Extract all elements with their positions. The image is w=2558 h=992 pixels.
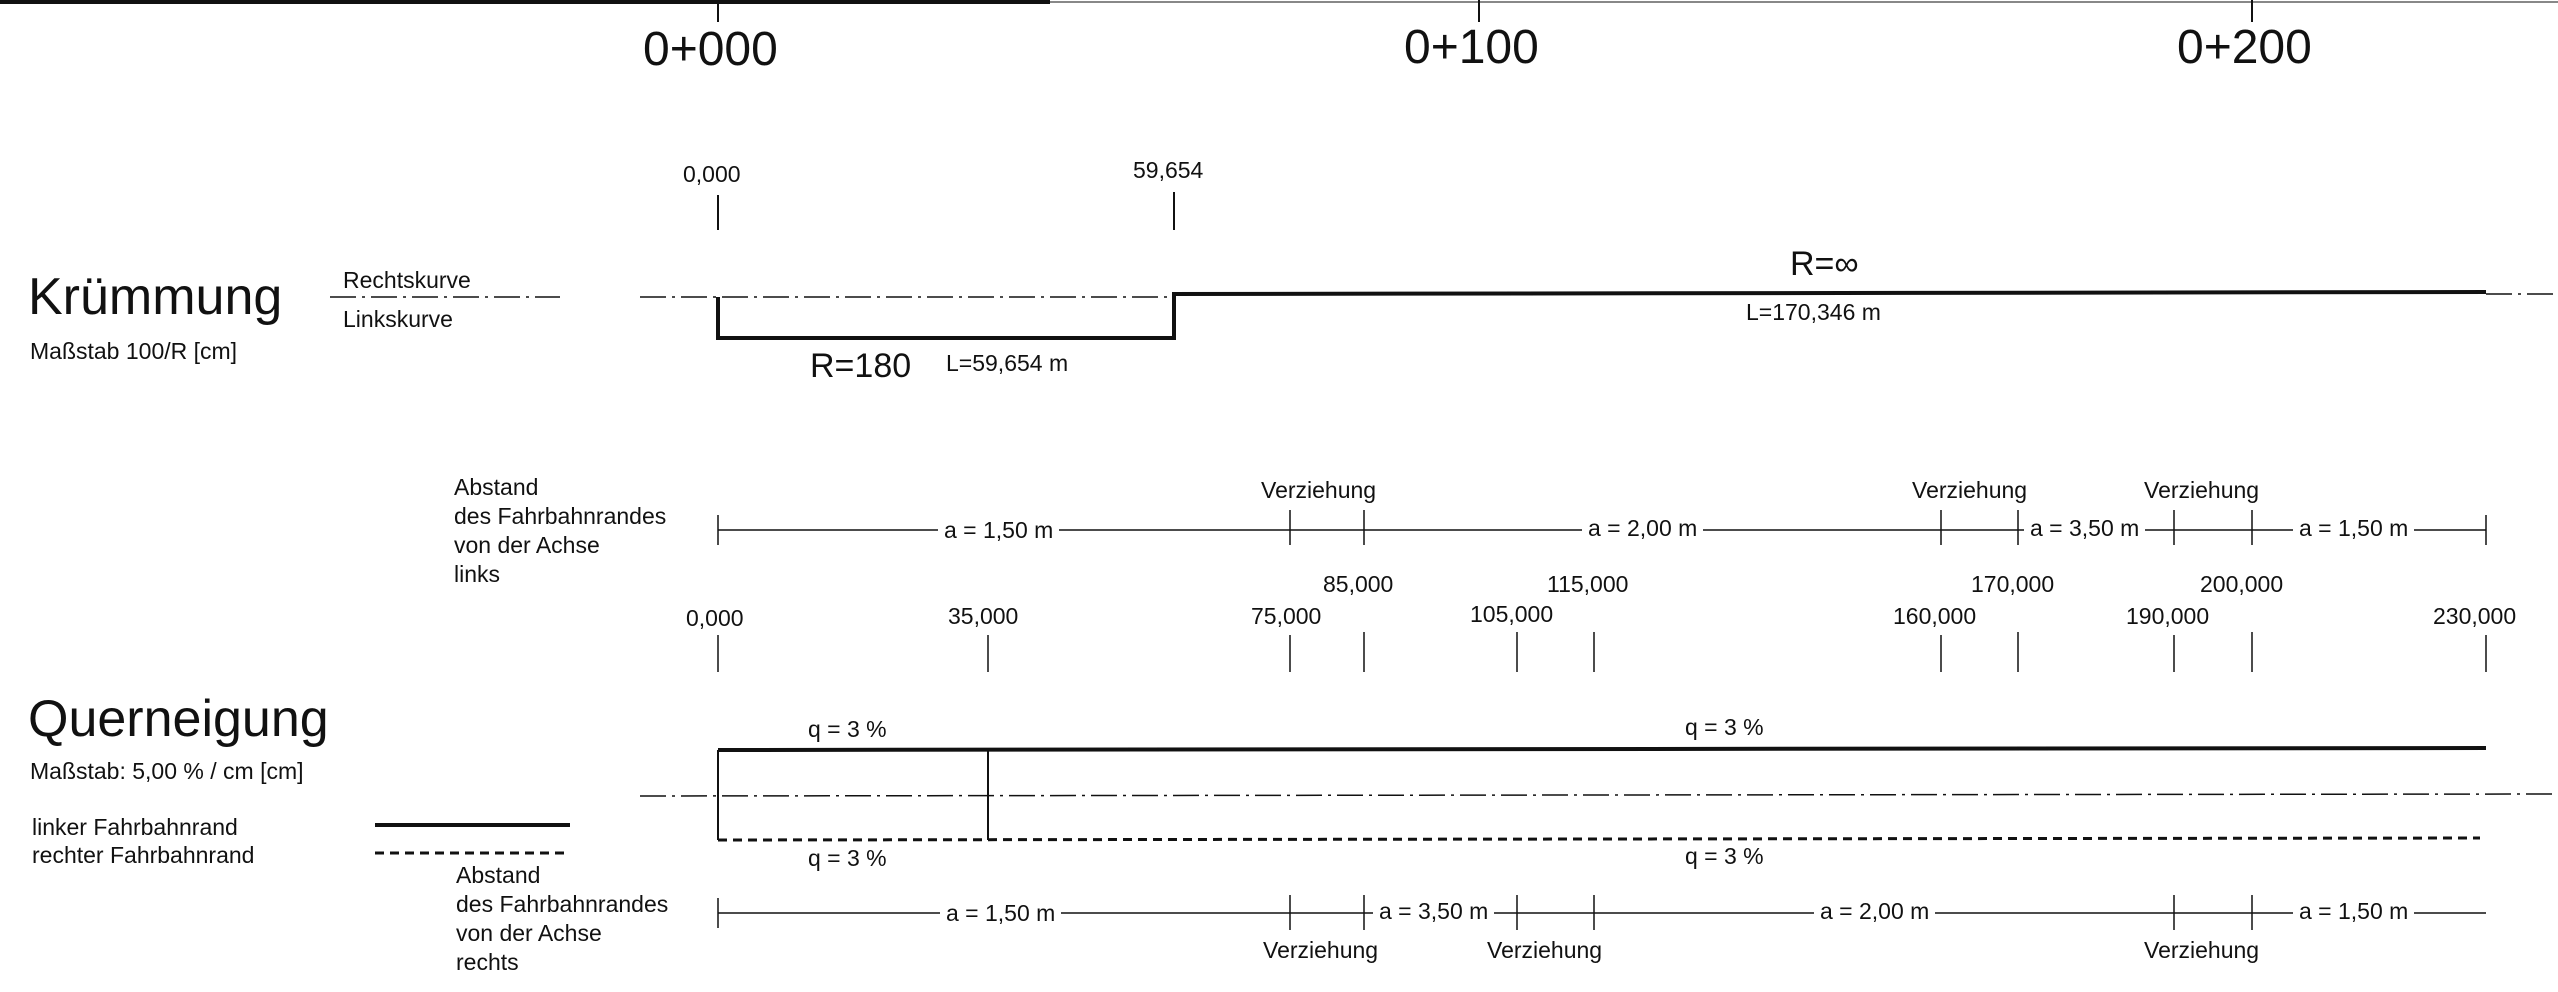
station-170000: 170,000 — [1971, 571, 2055, 597]
offset-left-seg-4: a = 1,50 m — [2293, 515, 2415, 542]
crossfall-right-edge-line — [717, 836, 2481, 842]
station-85000: 85,000 — [1323, 571, 1394, 597]
station-35000: 35,000 — [948, 603, 1019, 629]
offset-right-seg-4: a = 1,50 m — [2293, 898, 2415, 925]
station-75000: 75,000 — [1251, 603, 1322, 629]
station-230000: 230,000 — [2433, 603, 2517, 629]
offset-right-caption: Abstand des Fahrbahnrandes von der Achse… — [456, 862, 669, 975]
station-200000: 200,000 — [2200, 571, 2284, 597]
crossfall-title: Querneigung — [28, 690, 329, 748]
offset-right-transition-1: Verziehung — [1263, 937, 1379, 963]
radius-infinite-label: R=∞ — [1790, 245, 1859, 283]
offset-left-seg-1: a = 1,50 m — [938, 517, 1060, 544]
offset-left-seg-3: a = 3,50 m — [2024, 515, 2146, 542]
station-115000: 115,000 — [1547, 571, 1629, 597]
station-label-200: 0+200 — [2177, 21, 2312, 74]
offset-right-transition-2: Verziehung — [1487, 937, 1603, 963]
length-170346-label: L=170,346 m — [1746, 299, 1881, 325]
legend-left-edge-label: linker Fahrbahnrand — [32, 814, 238, 840]
offset-left-transition-1: Verziehung — [1261, 477, 1377, 503]
crossfall-bottom-label-1: q = 3 % — [808, 845, 887, 871]
station-190000: 190,000 — [2126, 603, 2210, 629]
offset-right-seg-2: a = 3,50 m — [1373, 898, 1495, 925]
left-curve-label: Linkskurve — [343, 306, 453, 332]
curvature-title: Krümmung — [28, 268, 283, 326]
crossfall-left-edge-line — [717, 746, 2487, 752]
crossfall-top-label-1: q = 3 % — [808, 716, 887, 742]
legend-right-edge-label: rechter Fahrbahnrand — [32, 842, 255, 868]
crossfall-top-label-2: q = 3 % — [1685, 714, 1764, 740]
curvature-line — [716, 290, 2487, 340]
curvature-mark-59654: 59,654 — [1133, 157, 1204, 183]
offset-left-seg-2: a = 2,00 m — [1582, 515, 1704, 542]
right-curve-label: Rechtskurve — [343, 267, 471, 293]
offset-right-seg-3: a = 2,00 m — [1814, 898, 1936, 925]
crossfall-bottom-label-2: q = 3 % — [1685, 843, 1764, 869]
station-105000: 105,000 — [1470, 601, 1554, 627]
curvature-scale: Maßstab 100/R [cm] — [30, 338, 238, 364]
station-160000: 160,000 — [1893, 603, 1977, 629]
length-59654-label: L=59,654 m — [946, 350, 1069, 376]
crossfall-axis — [639, 793, 2558, 797]
station-value-ticks — [717, 632, 2487, 672]
offset-left-transition-2: Verziehung — [1912, 477, 2028, 503]
offset-right-transition-3: Verziehung — [2144, 937, 2260, 963]
curvature-mark-0: 0,000 — [683, 161, 741, 187]
offset-right-seg-1: a = 1,50 m — [940, 900, 1062, 927]
station-label-0: 0+000 — [643, 23, 778, 76]
station-0: 0,000 — [686, 605, 744, 631]
station-label-100: 0+100 — [1404, 21, 1539, 74]
crossfall-scale: Maßstab: 5,00 % / cm [cm] — [30, 758, 304, 784]
radius-180-label: R=180 — [810, 347, 912, 385]
offset-left-caption: Abstand des Fahrbahnrandes von der Achse… — [454, 474, 667, 587]
offset-left-transition-3: Verziehung — [2144, 477, 2260, 503]
